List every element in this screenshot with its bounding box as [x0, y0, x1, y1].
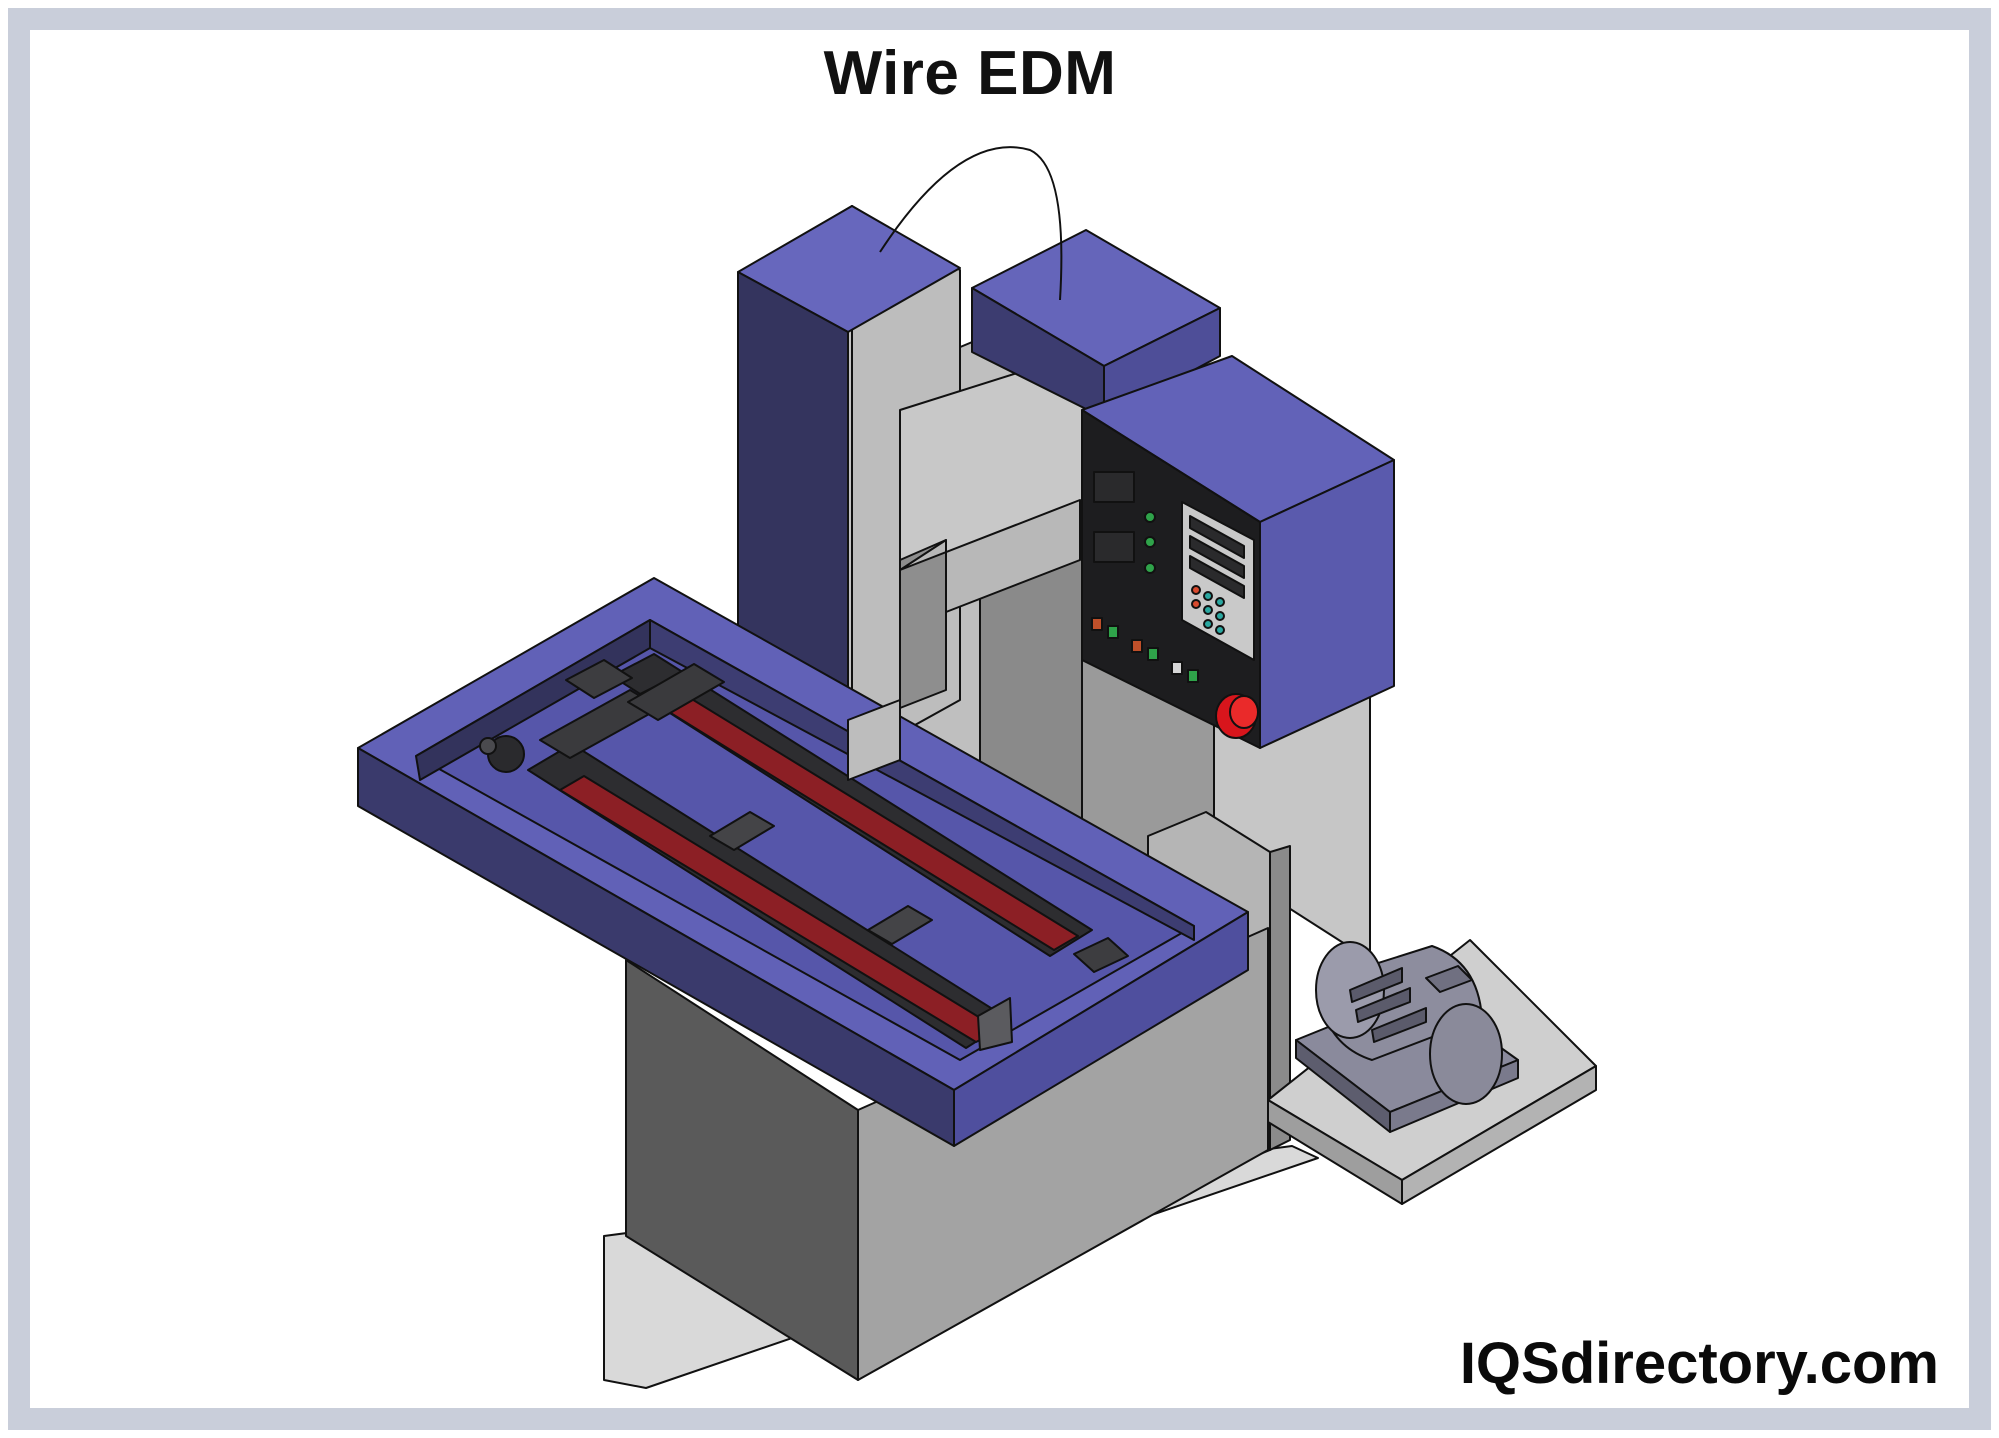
panel-button	[1107, 625, 1119, 639]
column-lower-face	[847, 699, 901, 781]
carriage-right	[627, 663, 725, 721]
figure-title: Wire EDM	[823, 39, 1117, 108]
left-head-block	[737, 205, 961, 741]
panel-button	[1131, 639, 1143, 653]
keypad-key	[1215, 597, 1225, 607]
watermark-logo: IQSdirectory.com	[1459, 1331, 1939, 1396]
cross-beam	[867, 905, 933, 945]
indicator-light	[1144, 536, 1156, 548]
end-block	[977, 997, 1013, 1051]
cross-beam	[709, 811, 775, 851]
panel-button	[1171, 661, 1183, 675]
keypad-key	[1203, 605, 1213, 615]
electric-motor-icon	[1295, 941, 1519, 1133]
upper-wire-guide	[971, 229, 1221, 419]
panel-button	[1091, 617, 1103, 631]
keypad-key	[1191, 585, 1201, 595]
emergency-stop-icon	[1215, 693, 1259, 739]
wire-tube	[879, 146, 1063, 301]
keypad-key	[1203, 591, 1213, 601]
display-top	[1093, 471, 1135, 503]
panel-button	[1147, 647, 1159, 661]
keypad-key	[1215, 625, 1225, 635]
keypad-key	[1203, 619, 1213, 629]
control-panel	[1091, 471, 1255, 683]
display-bottom	[1093, 531, 1135, 563]
keypad-key	[1215, 611, 1225, 621]
panel-button	[1187, 669, 1199, 683]
keypad-key	[1191, 599, 1201, 609]
linear-stage	[479, 653, 1129, 1051]
indicator-light	[1144, 562, 1156, 574]
indicator-light	[1144, 511, 1156, 523]
end-block	[1073, 937, 1129, 973]
motor-mount	[479, 737, 497, 755]
end-block	[565, 659, 633, 699]
